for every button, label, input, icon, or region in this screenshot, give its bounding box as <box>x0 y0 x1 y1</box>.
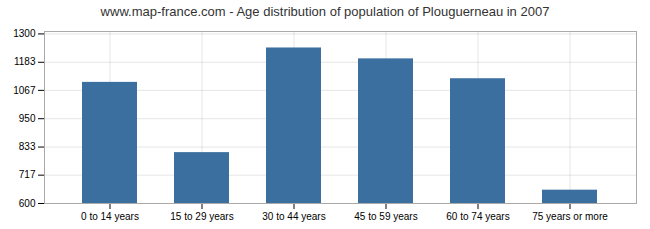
svg-text:717: 717 <box>19 169 36 180</box>
svg-text:15 to 29 years: 15 to 29 years <box>170 211 233 222</box>
html-text:www.map-france.com - Age distr: www.map-france.com - Age distribution of… <box>100 4 550 19</box>
svg-text:1300: 1300 <box>13 28 36 39</box>
svg-text:45 to 59 years: 45 to 59 years <box>354 211 417 222</box>
svg-text:0 to 14 years: 0 to 14 years <box>81 211 139 222</box>
svg-text:600: 600 <box>19 198 36 209</box>
svg-text:1067: 1067 <box>13 85 36 96</box>
svg-text:1183: 1183 <box>14 56 36 67</box>
svg-text:60 to 74 years: 60 to 74 years <box>446 211 509 222</box>
svg-text:833: 833 <box>19 141 36 152</box>
svg-text:75 years or more: 75 years or more <box>532 211 608 222</box>
svg-text:30 to 44 years: 30 to 44 years <box>262 211 325 222</box>
svg-text:950: 950 <box>19 113 36 124</box>
